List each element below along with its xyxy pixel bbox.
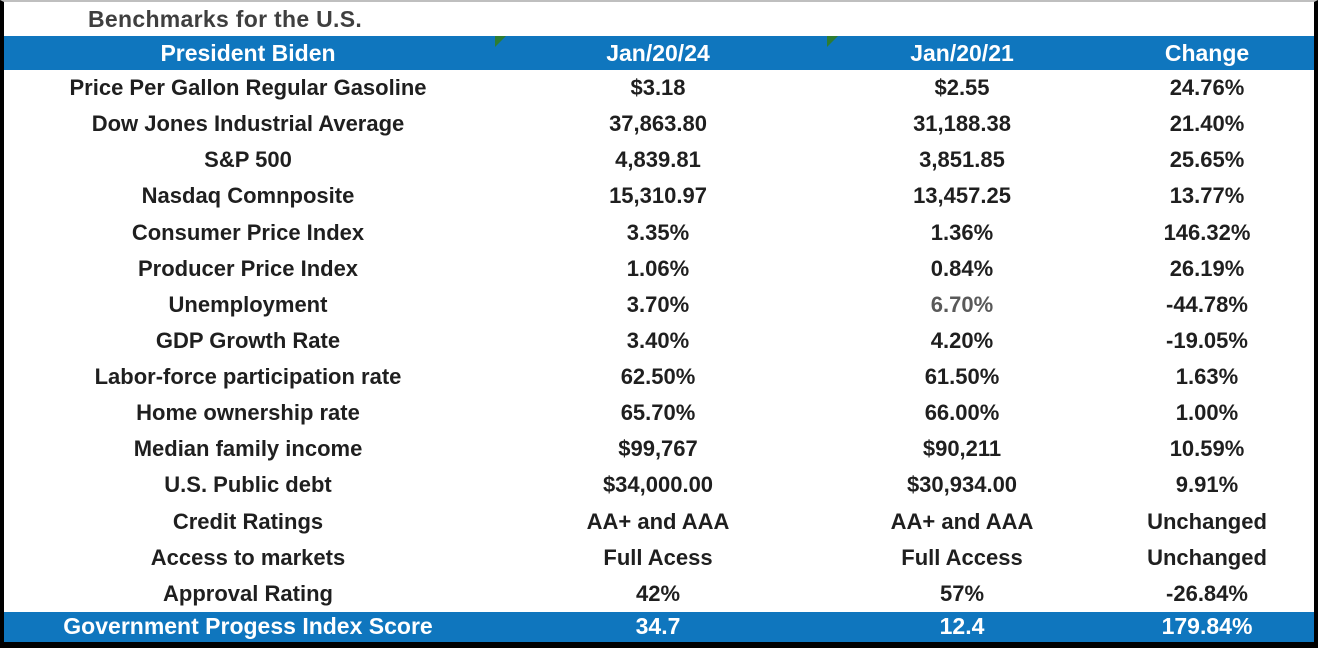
value-cell[interactable]: -26.84% (1166, 580, 1248, 606)
value-cell[interactable]: 4,839.81 (615, 147, 701, 173)
value-cell[interactable]: 4.20% (930, 327, 994, 353)
table-row: Nasdaq Comnposite 15,310.97 13,457.25 13.77… (4, 178, 1314, 214)
cell-error-indicator-icon (827, 36, 838, 47)
header-label: President Biden (160, 39, 336, 66)
value-cell[interactable]: -19.05% (1166, 327, 1248, 353)
metric-label-cell[interactable]: Unemployment (168, 291, 328, 317)
value-cell[interactable]: 10.59% (1169, 436, 1245, 462)
footer-row: Government Progess Index Score 34.7 12.4… (4, 611, 1314, 642)
value-cell[interactable]: 66.00% (924, 400, 1000, 426)
value-cell[interactable]: $3.18 (630, 75, 686, 101)
metric-label-cell[interactable]: Nasdaq Comnposite (141, 183, 355, 209)
metric-label-cell[interactable]: Price Per Gallon Regular Gasoline (69, 75, 427, 101)
value-cell[interactable]: 42% (635, 580, 681, 606)
value-cell[interactable]: 3.35% (626, 219, 690, 245)
table-title[interactable]: Benchmarks for the U.S. (88, 5, 363, 32)
table-row: Access to markets Full Acess Full Access Un… (4, 540, 1314, 576)
footer-label-cell[interactable]: Government Progess Index Score (63, 613, 433, 640)
table-row: Unemployment 3.70% 6.70% -44.78% (4, 287, 1314, 323)
metric-label-cell[interactable]: Home ownership rate (136, 400, 360, 426)
value-cell[interactable]: $90,211 (922, 436, 1002, 462)
header-cell-change[interactable]: Change (1100, 36, 1314, 70)
value-cell[interactable]: 24.76% (1169, 75, 1245, 101)
header-cell-jan-20-24[interactable]: Jan/20/24 (492, 36, 824, 70)
header-label: Jan/20/21 (910, 39, 1014, 66)
header-label: Change (1164, 39, 1250, 66)
metric-label-cell[interactable]: Approval Rating (163, 580, 333, 606)
metric-label-cell[interactable]: Credit Ratings (172, 508, 324, 534)
table-row: Dow Jones Industrial Average 37,863.80 31,… (4, 106, 1314, 142)
table-row: U.S. Public debt $34,000.00 $30,934.00 9.91… (4, 467, 1314, 503)
table-body: Price Per Gallon Regular Gasoline $3.18 $2… (4, 70, 1314, 612)
value-cell[interactable]: AA+ and AAA (890, 508, 1034, 534)
metric-label-cell[interactable]: Dow Jones Industrial Average (91, 111, 405, 137)
metric-label-cell[interactable]: S&P 500 (204, 147, 292, 173)
value-cell[interactable]: 9.91% (1175, 472, 1239, 498)
value-cell[interactable]: 0.84% (930, 255, 994, 281)
value-cell[interactable]: $99,767 (618, 436, 698, 462)
value-cell[interactable]: AA+ and AAA (586, 508, 730, 534)
table-row: GDP Growth Rate 3.40% 4.20% -19.05% (4, 323, 1314, 359)
value-cell[interactable]: Full Access (901, 544, 1023, 570)
table-row: Median family income $99,767 $90,211 10.59% (4, 431, 1314, 467)
header-cell-president-biden[interactable]: President Biden (4, 36, 492, 70)
metric-label-cell[interactable]: U.S. Public debt (164, 472, 332, 498)
title-row: Benchmarks for the U.S. (4, 2, 1314, 36)
value-cell[interactable]: 3.70% (626, 291, 690, 317)
value-cell[interactable]: 15,310.97 (609, 183, 707, 209)
value-cell[interactable]: 61.50% (924, 364, 1000, 390)
value-cell[interactable]: $34,000.00 (602, 472, 714, 498)
metric-label-cell[interactable]: GDP Growth Rate (155, 327, 341, 353)
header-cell-jan-20-21[interactable]: Jan/20/21 (824, 36, 1100, 70)
metric-label-cell[interactable]: Consumer Price Index (131, 219, 365, 245)
table-row: Consumer Price Index 3.35% 1.36% 146.32% (4, 215, 1314, 251)
value-cell[interactable]: 31,188.38 (913, 111, 1011, 137)
value-cell[interactable]: 6.70% (930, 291, 994, 317)
value-cell[interactable]: $2.55 (934, 75, 990, 101)
value-cell[interactable]: $30,934.00 (906, 472, 1018, 498)
value-cell[interactable]: 13,457.25 (913, 183, 1011, 209)
table-row: Approval Rating 42% 57% -26.84% (4, 576, 1314, 612)
value-cell[interactable]: -44.78% (1166, 291, 1248, 317)
value-cell[interactable]: 13.77% (1169, 183, 1245, 209)
value-cell[interactable]: 21.40% (1169, 111, 1245, 137)
table-row: Home ownership rate 65.70% 66.00% 1.00% (4, 395, 1314, 431)
footer-value-cell[interactable]: 12.4 (939, 613, 985, 640)
value-cell[interactable]: 1.36% (930, 219, 994, 245)
table-row: Price Per Gallon Regular Gasoline $3.18 $2… (4, 70, 1314, 106)
value-cell[interactable]: 3.40% (626, 327, 690, 353)
value-cell[interactable]: Unchanged (1147, 544, 1267, 570)
table-row: Producer Price Index 1.06% 0.84% 26.19% (4, 251, 1314, 287)
value-cell[interactable]: 1.06% (626, 255, 690, 281)
metric-label-cell[interactable]: Median family income (133, 436, 363, 462)
value-cell[interactable]: 1.00% (1175, 400, 1239, 426)
value-cell[interactable]: 37,863.80 (609, 111, 707, 137)
metric-label-cell[interactable]: Labor-force participation rate (94, 364, 402, 390)
value-cell[interactable]: 57% (939, 580, 985, 606)
value-cell[interactable]: Unchanged (1147, 508, 1267, 534)
table-row: S&P 500 4,839.81 3,851.85 25.65% (4, 142, 1314, 178)
header-row: President Biden Jan/20/24 Jan/20/21 Chan… (4, 36, 1314, 70)
table-row: Labor-force participation rate 62.50% 61.5… (4, 359, 1314, 395)
footer-value-cell[interactable]: 34.7 (635, 613, 681, 640)
value-cell[interactable]: 26.19% (1169, 255, 1245, 281)
value-cell[interactable]: 3,851.85 (919, 147, 1005, 173)
value-cell[interactable]: 65.70% (620, 400, 696, 426)
cell-error-indicator-icon (495, 36, 506, 47)
value-cell[interactable]: 25.65% (1169, 147, 1245, 173)
footer-value-cell[interactable]: 179.84% (1161, 613, 1253, 640)
value-cell[interactable]: Full Acess (603, 544, 713, 570)
metric-label-cell[interactable]: Access to markets (150, 544, 346, 570)
value-cell[interactable]: 1.63% (1175, 364, 1239, 390)
table-row: Credit Ratings AA+ and AAA AA+ and AAA Unch… (4, 504, 1314, 540)
header-label: Jan/20/24 (606, 39, 710, 66)
value-cell[interactable]: 146.32% (1163, 219, 1251, 245)
value-cell[interactable]: 62.50% (620, 364, 696, 390)
metric-label-cell[interactable]: Producer Price Index (137, 255, 359, 281)
